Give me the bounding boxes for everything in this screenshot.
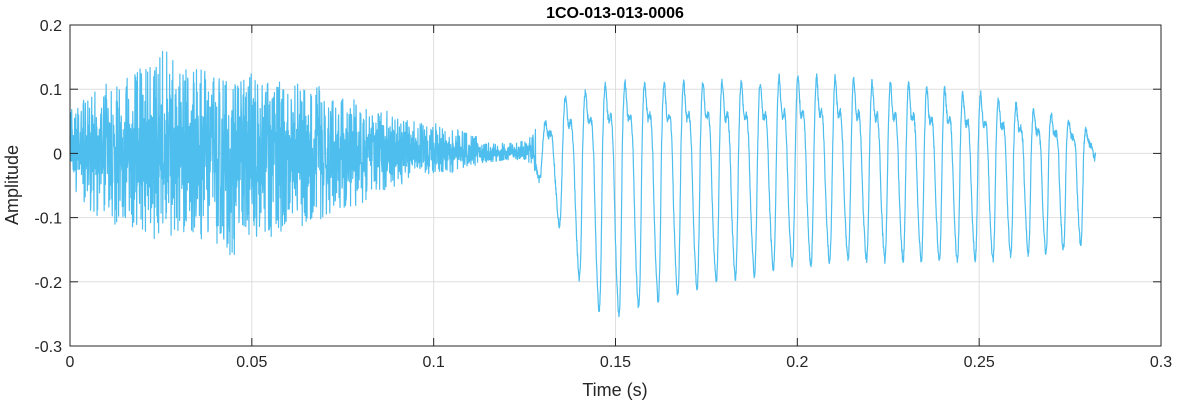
x-tick-label: 0: [66, 354, 75, 371]
y-tick-label: 0.2: [40, 18, 62, 35]
y-tick-label: -0.1: [34, 211, 62, 228]
y-tick-labels: -0.3 -0.2 -0.1 0 0.1 0.2: [34, 18, 62, 356]
y-tick-label: -0.2: [34, 275, 62, 292]
tick-marks: [69, 24, 1162, 347]
x-tick-label: 0.2: [786, 354, 808, 371]
waveform-line: [69, 50, 1097, 318]
y-tick-label: -0.3: [34, 339, 62, 356]
chart-title: 1CO-013-013-0006: [546, 5, 684, 22]
x-axis-label: Time (s): [582, 380, 647, 400]
x-tick-label: 0.3: [1150, 354, 1172, 371]
waveform-series: [69, 50, 1097, 318]
y-tick-label: 0.1: [40, 82, 62, 99]
y-axis-label: Amplitude: [2, 145, 22, 225]
x-tick-label: 0.05: [236, 354, 267, 371]
x-tick-labels: 0 0.05 0.1 0.15 0.2 0.25 0.3: [66, 354, 1173, 371]
y-tick-label: 0: [53, 146, 62, 163]
x-tick-label: 0.25: [964, 354, 995, 371]
x-tick-label: 0.1: [423, 354, 445, 371]
x-tick-label: 0.15: [600, 354, 631, 371]
